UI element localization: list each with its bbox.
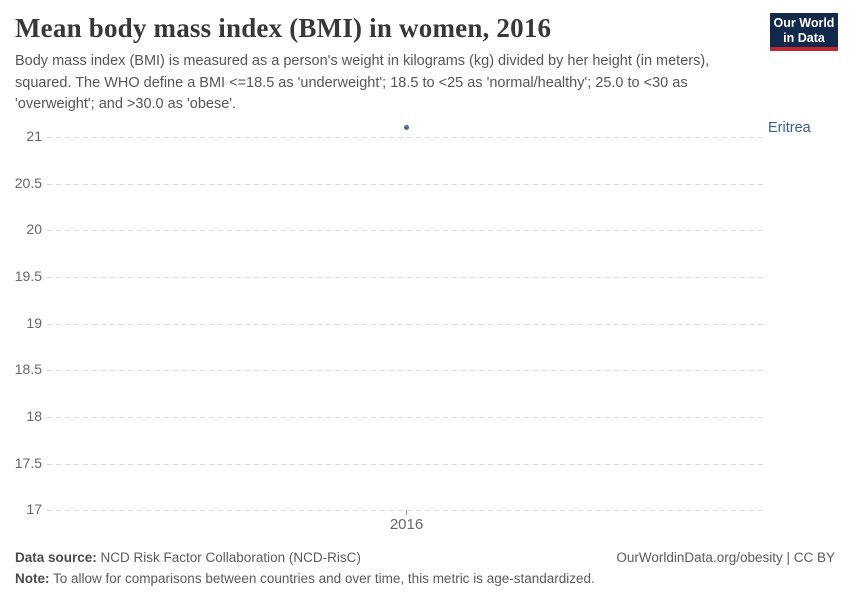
footer-source-row: Data source: NCD Risk Factor Collaborati… — [15, 547, 835, 568]
owid-logo-line1: Our World — [773, 16, 835, 30]
page-title: Mean body mass index (BMI) in women, 201… — [15, 13, 552, 43]
y-axis-tick-label: 20.5 — [14, 174, 42, 191]
y-axis-tick-label: 18.5 — [14, 361, 42, 378]
y-axis-tick-label: 17.5 — [14, 454, 42, 471]
gridline — [47, 416, 763, 418]
gridline — [47, 463, 763, 465]
chart-footer: Data source: NCD Risk Factor Collaborati… — [15, 547, 835, 589]
y-axis-tick-label: 20 — [26, 221, 42, 238]
y-axis-tick-label: 21 — [26, 128, 42, 144]
chart-subtitle: Body mass index (BMI) is measured as a p… — [15, 53, 710, 112]
source-line: Data source: NCD Risk Factor Collaborati… — [15, 550, 361, 565]
note-label: Note: — [15, 571, 50, 586]
y-axis-tick-label: 19.5 — [14, 267, 42, 284]
data-point-eritrea[interactable] — [404, 125, 409, 131]
gridline — [47, 323, 763, 325]
source-text: NCD Risk Factor Collaboration (NCD-RisC) — [96, 550, 361, 565]
x-axis-tick-mark — [406, 510, 407, 516]
x-axis-tick-label: 2016 — [389, 516, 424, 534]
gridline — [47, 510, 763, 512]
gridline — [47, 276, 763, 278]
owid-logo-line2: in Data — [783, 31, 825, 45]
gridline — [47, 370, 763, 372]
gridline — [47, 183, 763, 185]
owid-cc-by-link[interactable]: OurWorldinData.org/obesity | CC BY — [616, 550, 835, 565]
entity-label-eritrea: Eritrea — [768, 119, 811, 136]
y-axis-tick-label: 18 — [26, 407, 42, 424]
y-axis-tick-label: 17 — [26, 501, 42, 518]
y-axis-tick-label: 19 — [26, 314, 42, 331]
source-label: Data source: — [15, 550, 97, 565]
owid-logo: Our World in Data — [770, 13, 838, 51]
note-text: To allow for comparisons between countri… — [49, 571, 595, 586]
gridline — [47, 137, 763, 138]
footer-note-row: Note: To allow for comparisons between c… — [15, 568, 835, 589]
gridline — [47, 230, 763, 232]
